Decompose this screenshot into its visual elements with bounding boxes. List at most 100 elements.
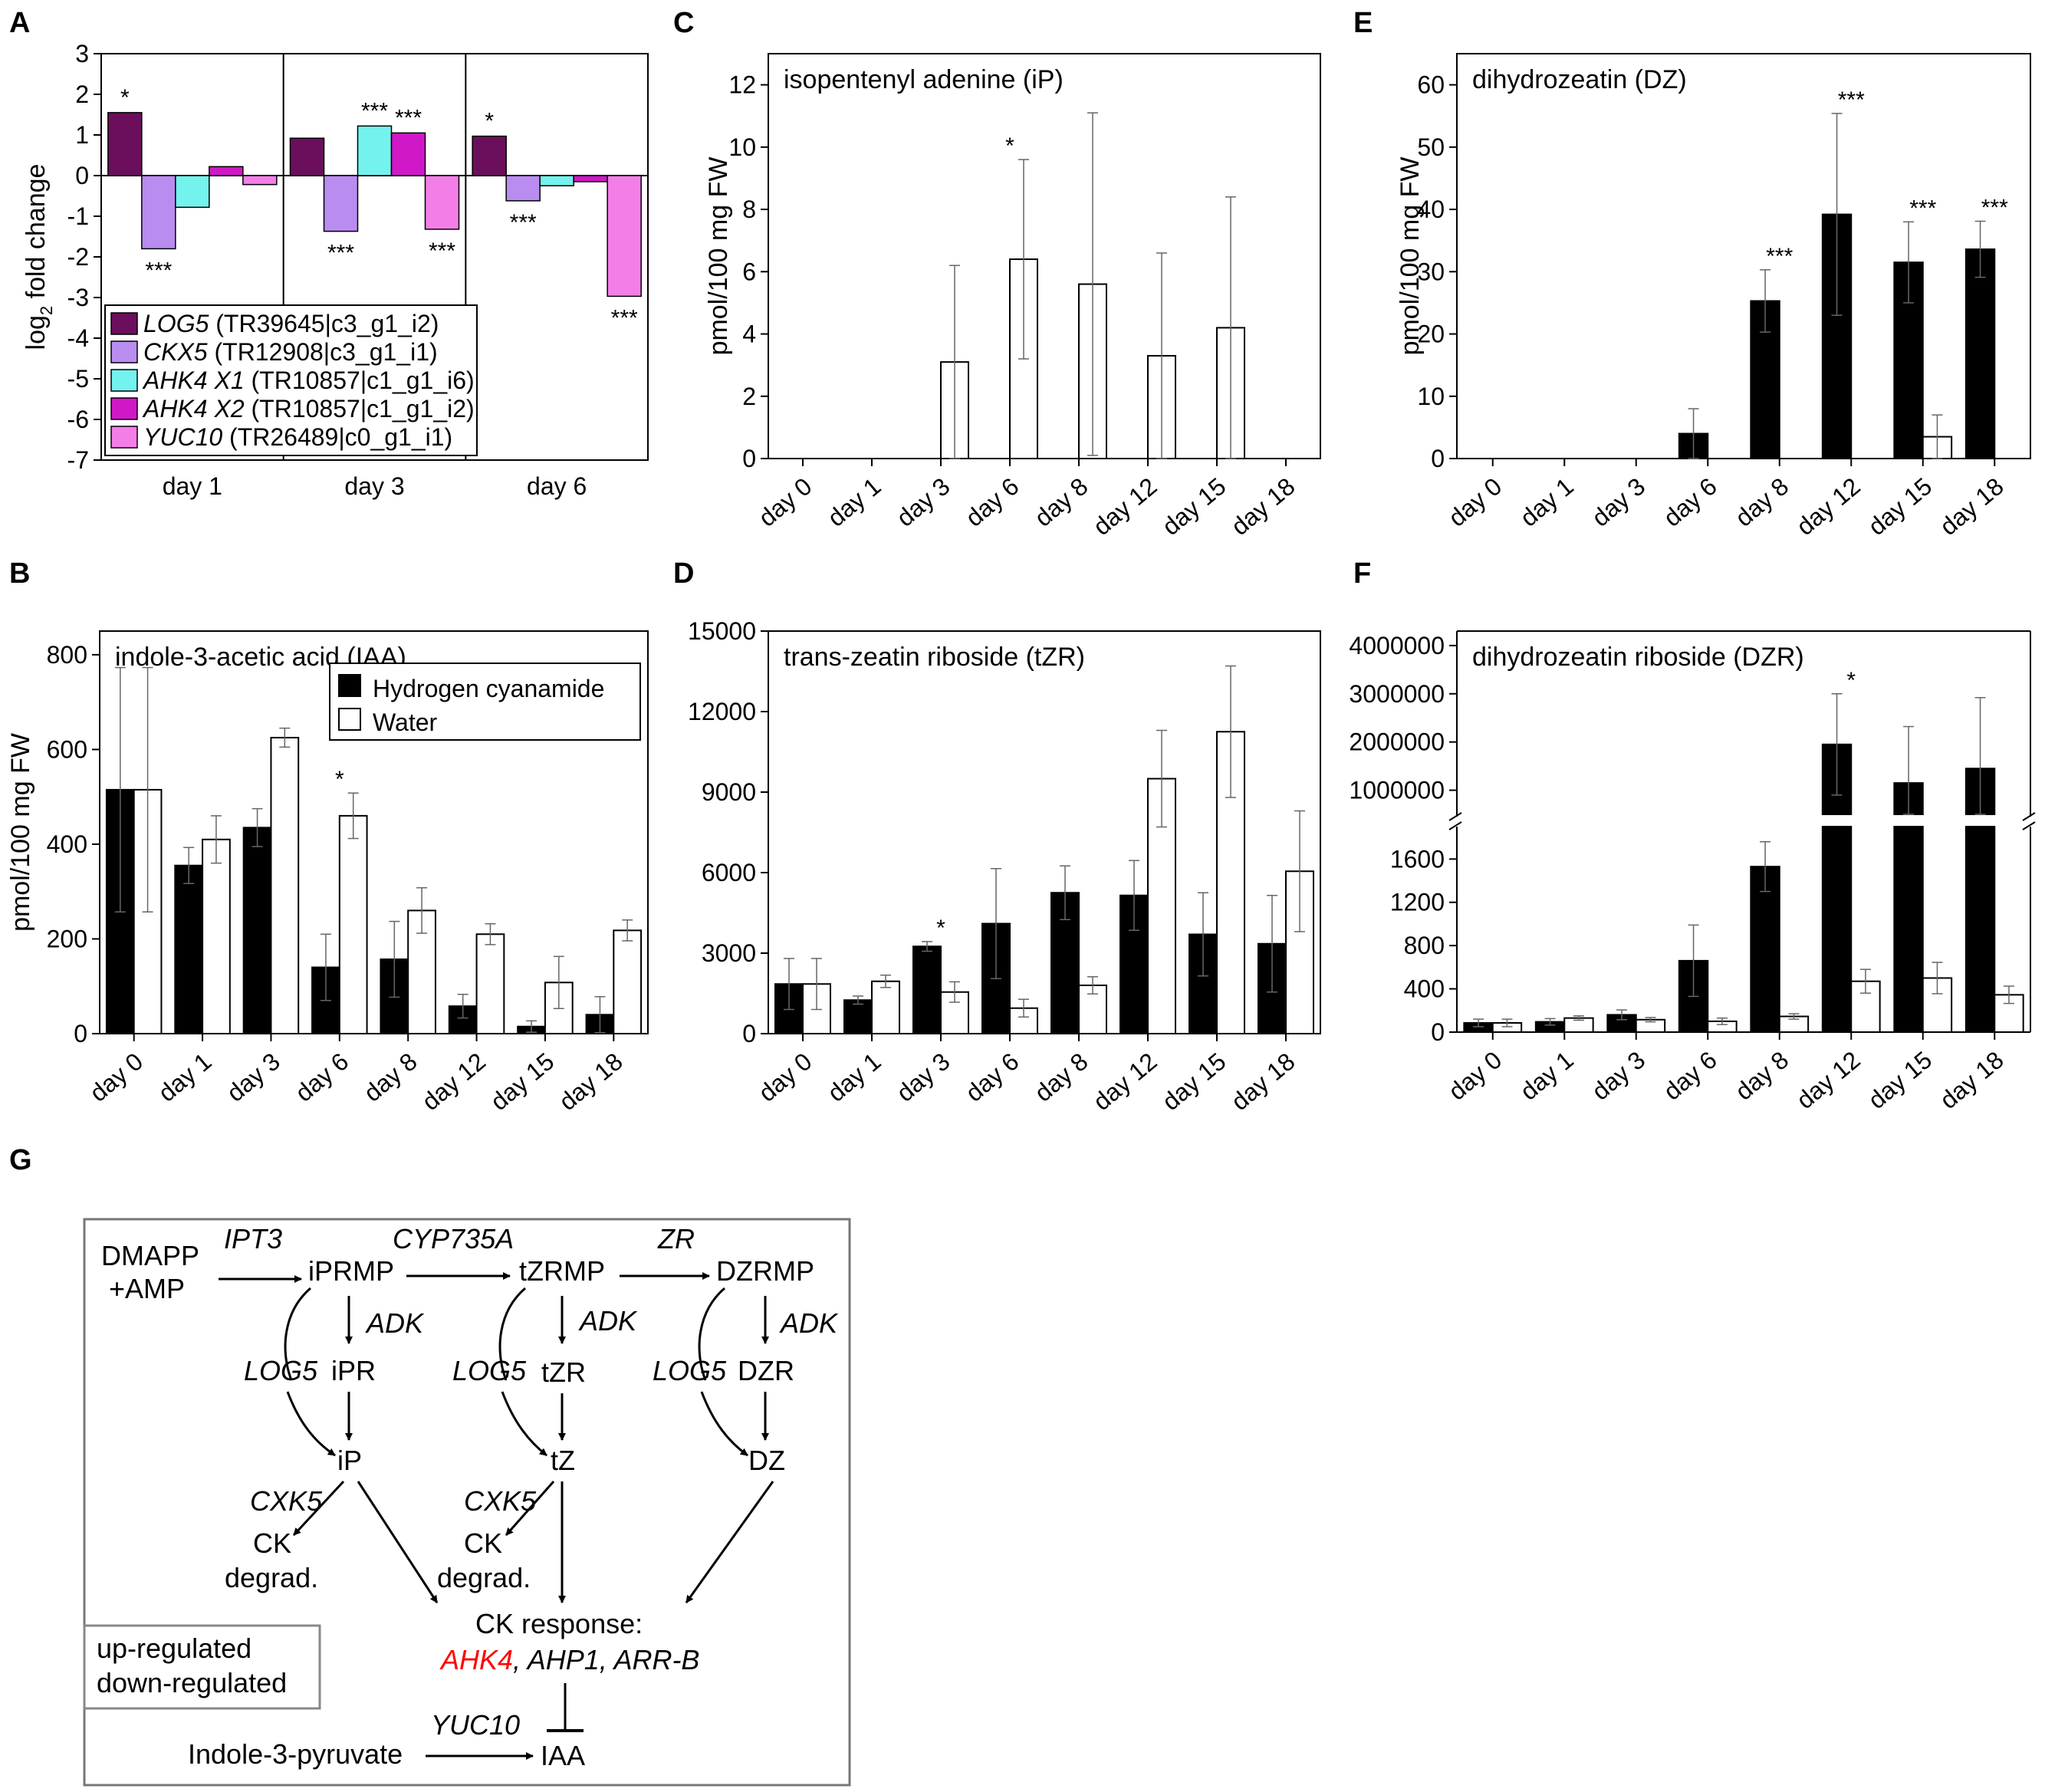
x-tick-label: day 3 — [1586, 472, 1650, 532]
y-axis-label-rest: fold change — [21, 164, 51, 306]
y-tick-label: 1600 — [1390, 845, 1445, 873]
gene-name: CKX5 — [143, 338, 208, 366]
legend-hc-label: Hydrogen cyanamide — [373, 675, 604, 702]
x-tick-label: day 12 — [1791, 472, 1866, 541]
panel-g-pathway-diagram: DMAPP +AMP IPT3 iPRMP CYP735A tZRMP ZR D… — [83, 1218, 851, 1787]
x-tick-label: day 3 — [891, 1047, 955, 1107]
bar — [472, 135, 507, 176]
y-tick-label: 12000 — [688, 698, 756, 725]
bar-water — [270, 736, 300, 1034]
x-tick-label: day 1 — [1515, 1046, 1579, 1106]
legend-water-label: Water — [373, 709, 438, 736]
gene-name: AHK4 X1 — [142, 367, 245, 394]
x-tick-label: day 18 — [1935, 472, 2009, 541]
bar-water — [613, 929, 643, 1034]
x-tick-label: day 6 — [527, 472, 587, 500]
y-tick-label: 8 — [742, 196, 756, 223]
panel-label-d: D — [673, 557, 694, 590]
x-tick-label: day 3 — [1586, 1046, 1650, 1106]
ck-label-2: CK — [464, 1527, 502, 1559]
axis-break-mark-right — [2022, 812, 2036, 821]
panel-label-b: B — [9, 557, 30, 590]
significance-mark: *** — [361, 98, 388, 123]
plot-frame — [768, 630, 1321, 1034]
x-tick-label: day 15 — [1157, 1047, 1231, 1116]
bar-hydrogen-cyanamide — [1821, 826, 1853, 1033]
y-tick-label: -3 — [67, 284, 89, 311]
y-tick-label: 2 — [742, 383, 756, 410]
y-tick-label: 2 — [75, 81, 89, 108]
x-tick-label: day 15 — [1863, 1046, 1938, 1114]
x-tick-label: day 3 — [344, 472, 404, 500]
x-tick-label: day 1 — [153, 1047, 216, 1107]
significance-mark: * — [1005, 133, 1014, 159]
x-tick-label: day 0 — [753, 1047, 817, 1107]
y-tick-label: 3 — [75, 40, 89, 67]
panel-d-tzr-chart: 0 3000 6000 9000 12000 15000 day 0 day 1 day 3 * d… — [688, 617, 1321, 1116]
significance-mark: *** — [327, 241, 354, 266]
iprmp-label: iPRMP — [308, 1255, 394, 1287]
bar — [505, 175, 541, 202]
tzrmp-label: tZRMP — [519, 1255, 605, 1287]
ipt3-label: IPT3 — [224, 1223, 282, 1254]
significance-mark: * — [120, 85, 130, 110]
y-tick-label: 800 — [47, 641, 87, 669]
log5-label-3: LOG5 — [653, 1355, 727, 1386]
gene-id: (TR10857|c1_g1_i2) — [245, 395, 475, 423]
x-tick-label: day 0 — [84, 1047, 148, 1107]
ck-response-label: CK response: — [475, 1608, 643, 1639]
x-tick-label: day 6 — [960, 1047, 1024, 1107]
x-tick-label: day 3 — [222, 1047, 285, 1107]
bar-hydrogen-cyanamide — [1964, 248, 1996, 459]
gene-legend-swatch — [110, 397, 138, 420]
curve-log5-2-top — [498, 1287, 526, 1381]
bar-hydrogen-cyanamide — [912, 945, 942, 1034]
bar — [357, 125, 393, 176]
x-tick-label: day 6 — [1659, 1046, 1722, 1106]
gene-legend-swatch — [110, 312, 138, 335]
y-tick-label: 4000000 — [1349, 632, 1445, 659]
gene-legend-swatch — [110, 369, 138, 392]
axis-break-mark-right — [2022, 821, 2036, 830]
x-tick-label: day 1 — [163, 472, 222, 500]
significance-mark: * — [1846, 668, 1856, 693]
x-tick-label: day 18 — [1226, 472, 1300, 541]
degrad-label-2: degrad. — [437, 1562, 531, 1593]
x-tick-label: day 12 — [416, 1047, 491, 1116]
bar-hydrogen-cyanamide — [242, 827, 272, 1034]
y-tick-label: 0 — [742, 445, 756, 472]
bar-hydrogen-cyanamide — [1893, 826, 1924, 1033]
x-tick-label: day 3 — [891, 472, 955, 532]
y-tick-label: 3000000 — [1349, 680, 1445, 708]
y-axis-label: log2 fold change — [21, 164, 56, 350]
significance-mark: * — [335, 767, 344, 792]
gene-legend-label: YUC10 (TR26489|c0_g1_i1) — [143, 423, 452, 451]
x-tick-label: day 18 — [1226, 1047, 1300, 1116]
x-tick-label: day 1 — [822, 472, 886, 532]
y-tick-label: 0 — [75, 162, 89, 189]
x-tick-label: day 18 — [1935, 1046, 2009, 1114]
x-tick-label: day 12 — [1088, 1047, 1162, 1116]
y-axis-label: pmol/100 mg FW — [6, 733, 35, 932]
plot-frame — [768, 53, 1321, 459]
degrad-label-1: degrad. — [225, 1562, 318, 1593]
adk-label-3: ADK — [779, 1307, 839, 1339]
y-tick-label: 30 — [1417, 258, 1445, 285]
x-tick-label: day 15 — [1157, 472, 1231, 541]
x-tick-label: day 6 — [1659, 472, 1722, 532]
bar-water — [338, 814, 368, 1034]
bar-hydrogen-cyanamide — [1750, 866, 1780, 1033]
x-tick-label: day 8 — [1029, 1047, 1093, 1107]
legend-up-regulated: up-regulated — [97, 1633, 252, 1664]
bar — [573, 175, 608, 182]
x-tick-label: day 15 — [1863, 472, 1938, 541]
gene-legend-label: AHK4 X1 (TR10857|c1_g1_i6) — [142, 367, 475, 394]
bar-hydrogen-cyanamide — [174, 864, 204, 1035]
log5-label-2: LOG5 — [452, 1355, 527, 1386]
arrow-dz-response — [685, 1481, 774, 1603]
y-tick-label: 9000 — [702, 778, 756, 806]
x-tick-label: day 1 — [822, 1047, 886, 1107]
x-tick-label: day 8 — [1730, 1046, 1793, 1106]
panel-e-dz-chart: 0 10 20 30 40 50 60 day 0 day 1 day 3 day 6 day 8 **… — [1396, 53, 2031, 541]
